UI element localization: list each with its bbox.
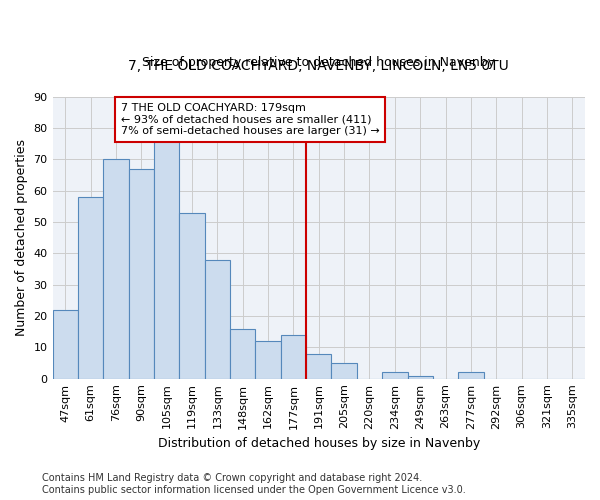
Bar — [331, 363, 357, 378]
X-axis label: Distribution of detached houses by size in Navenby: Distribution of detached houses by size … — [158, 437, 480, 450]
Y-axis label: Number of detached properties: Number of detached properties — [15, 139, 28, 336]
Title: Size of property relative to detached houses in Navenby: Size of property relative to detached ho… — [142, 56, 495, 69]
Bar — [256, 341, 281, 378]
Bar — [53, 310, 78, 378]
Bar — [306, 354, 331, 378]
Bar — [382, 372, 407, 378]
Bar — [154, 140, 179, 378]
Bar — [407, 376, 433, 378]
Text: 7 THE OLD COACHYARD: 179sqm
← 93% of detached houses are smaller (411)
7% of sem: 7 THE OLD COACHYARD: 179sqm ← 93% of det… — [121, 103, 380, 136]
Bar — [179, 212, 205, 378]
Bar — [230, 328, 256, 378]
Bar — [78, 197, 103, 378]
Bar — [458, 372, 484, 378]
Text: Contains HM Land Registry data © Crown copyright and database right 2024.
Contai: Contains HM Land Registry data © Crown c… — [42, 474, 466, 495]
Bar — [205, 260, 230, 378]
Bar — [103, 160, 128, 378]
Bar — [128, 169, 154, 378]
Bar — [281, 335, 306, 378]
Text: 7, THE OLD COACHYARD, NAVENBY, LINCOLN, LN5 0TU: 7, THE OLD COACHYARD, NAVENBY, LINCOLN, … — [128, 59, 509, 73]
